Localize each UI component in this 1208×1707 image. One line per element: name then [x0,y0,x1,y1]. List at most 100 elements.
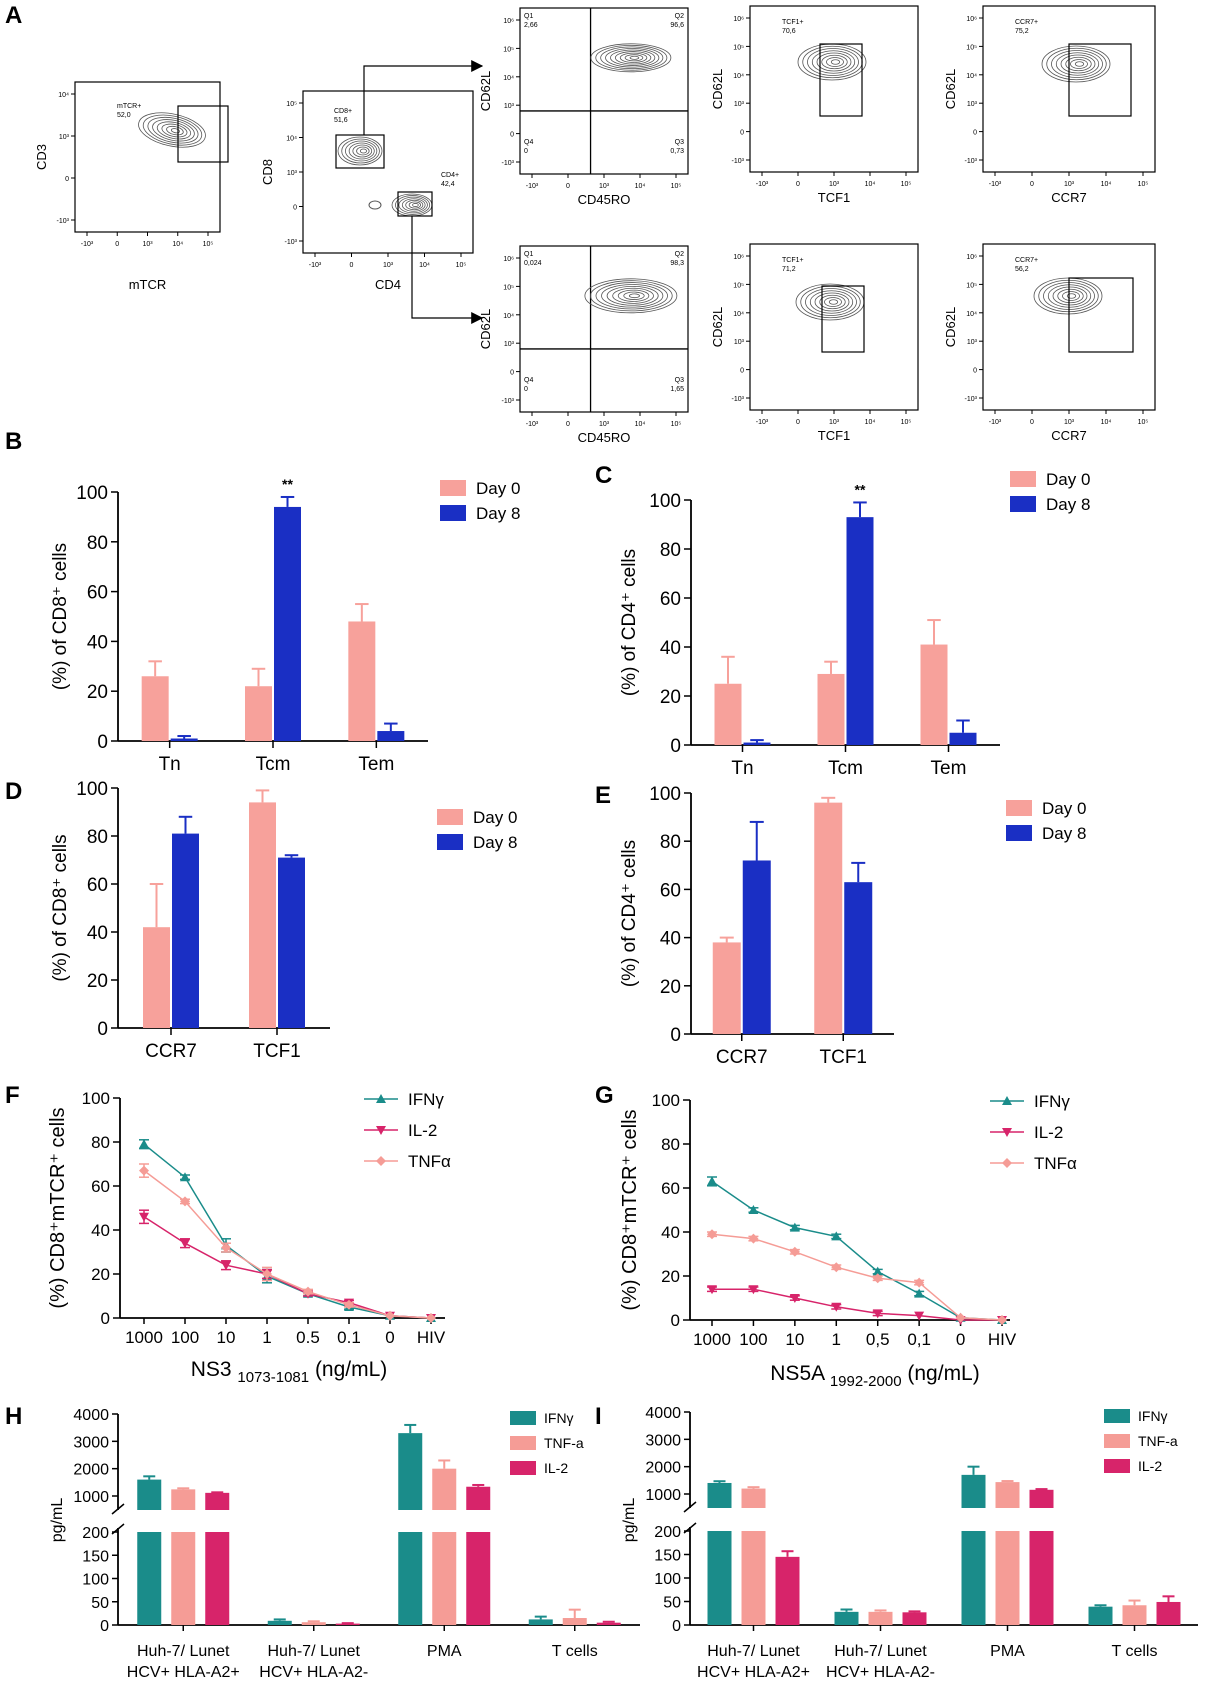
legend-label: Day 0 [476,479,520,498]
y-tick-label: 3000 [645,1432,681,1449]
x-tick-label: Huh-7/ Lunet [834,1643,927,1660]
x-tick-label: PMA [990,1643,1025,1660]
legend-label: Day 8 [1042,824,1086,843]
gate-value: 71,2 [782,266,796,273]
gate-box [819,43,863,117]
x-tick-label: CCR7 [716,1047,768,1068]
y-tick-label: 2000 [73,1462,109,1479]
x-axis-label: NS3 1073-1081 (ng/mL) [191,1358,388,1386]
series-line [711,1180,1003,1321]
panel-label-f: F [5,1082,20,1109]
x-tick-label: HCV+ HLA-A2+ [127,1664,240,1681]
quadrant-value: 0 [524,148,528,155]
y-tick-label: 20 [661,1267,680,1286]
bar [398,1532,423,1625]
bar [714,683,742,745]
data-point [180,1172,190,1182]
contour-ring [623,291,645,300]
bar [1156,1601,1181,1625]
bar [1088,1606,1113,1625]
legend-marker [376,1094,386,1103]
gate-name: TCF1+ [782,257,804,264]
contour-ring [368,200,382,210]
data-point [872,1273,883,1284]
y-tick-label: 100 [649,784,681,805]
y-tick-label: 80 [661,1135,680,1154]
y-tick-label: 20 [660,687,681,708]
x-axis-label: CD4 [375,277,401,292]
contour-ring [614,51,652,65]
y-tick-label: 0 [670,736,681,757]
data-point [789,1222,800,1232]
x-tick-label: 10⁴ [1101,419,1112,426]
contour-ring [359,148,367,154]
contour-ring [1066,293,1077,299]
quadrant-value: 2,66 [524,22,538,29]
contour-ring [811,50,856,74]
y-tick-label: 10⁶ [503,18,514,25]
legend-label: IFNγ [1034,1092,1070,1111]
plot-frame [74,81,221,233]
y-tick-label: 60 [660,880,681,901]
bar [920,644,948,745]
axis-break [111,1503,125,1515]
contour-ring [341,138,380,164]
legend-marker [376,1156,386,1166]
y-tick-label: -10³ [57,218,70,225]
x-tick-label: PMA [427,1643,462,1660]
axis-break [683,1501,697,1513]
data-point [344,1299,354,1310]
gate-cd4 [397,191,433,217]
x-tick-label: 10³ [142,241,153,248]
quadrant-value: 0,024 [524,260,542,267]
contour-ring [348,142,375,160]
x-tick-label: 10³ [829,419,840,426]
x-tick-label: -10³ [309,262,322,269]
flow-plot-tcf1-cd4: TCF1+ 71,2 -10³ 0 10³ 10⁴ 10⁵ 10⁶ 10⁵ 10⁴ 10³ 0 -10³… [710,243,919,443]
x-tick-label: 1 [832,1330,841,1349]
contour-ring [807,48,859,76]
plot-frame [519,7,689,175]
data-point [221,1242,231,1253]
y-tick-label: 0 [101,1309,110,1328]
x-tick-label: Huh-7/ Lunet [137,1643,230,1660]
x-tick-label: T cells [552,1643,598,1660]
panel-label-d: D [5,778,23,805]
quadrant-name: Q2 [675,13,684,20]
y-tick-label: 0 [672,1618,681,1635]
contour-ring [152,119,195,142]
quadrant-name: Q3 [675,139,684,146]
y-tick-label: 50 [663,1595,681,1612]
contour-ring [395,195,431,215]
bar-chart-d: 0 20 40 60 80 100 CCR7 TCF1 (%) of CD8⁺ cells Day… [50,779,517,1062]
bar [141,676,169,741]
legend-label: Day 8 [476,504,520,523]
y-tick-label: 4000 [73,1407,109,1424]
x-tick-label: 10⁵ [203,241,214,248]
y-tick-label: 40 [87,632,108,653]
y-tick-label: 10⁶ [966,254,977,261]
contour-ring [1070,59,1088,69]
y-tick-label: 150 [82,1548,109,1565]
data-point [139,1165,149,1176]
x-tick-label: Tn [159,754,181,775]
bar [741,1488,766,1508]
y-tick-label: -10³ [732,396,745,403]
y-tick-label: 10⁴ [966,311,977,318]
contour-ring [605,48,660,68]
x-tick-label: -10³ [526,183,539,190]
x-tick-label: CCR7 [145,1041,197,1062]
panel-label-a: A [5,2,23,29]
gate-box [1068,43,1132,117]
gate-box [1068,277,1134,353]
y-tick-label: 100 [76,779,108,800]
y-tick-label: 40 [91,1221,110,1240]
bar [814,802,843,1034]
contour-ring [156,121,192,140]
bar [137,1479,162,1510]
bar [834,1611,859,1625]
x-tick-label: 0 [956,1330,965,1349]
x-tick-label: 10⁵ [1138,181,1149,188]
y-tick-label: 0 [97,1019,108,1040]
